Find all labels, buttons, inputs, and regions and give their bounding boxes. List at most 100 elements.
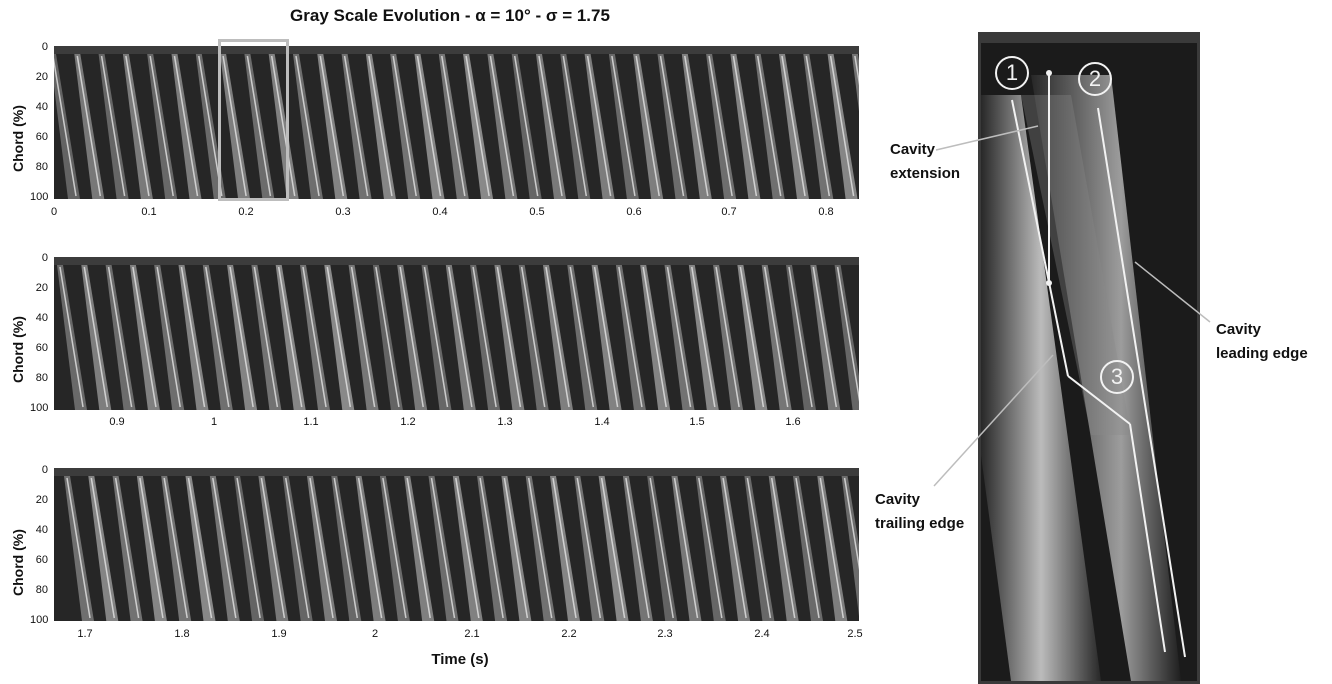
streak-edge	[708, 55, 733, 197]
streak-edge	[586, 55, 612, 197]
streak-edge	[212, 477, 237, 619]
zoom-inset	[978, 32, 1200, 684]
y-axis-label: Chord (%)	[10, 529, 26, 596]
streak-edge	[284, 477, 310, 619]
streak-edge	[781, 55, 806, 197]
streak-edge	[496, 266, 522, 408]
y-tick: 80	[35, 584, 48, 596]
y-tick: 60	[35, 342, 48, 354]
grayscale-strip-1	[54, 46, 859, 199]
y-axis-label: Chord (%)	[10, 105, 26, 172]
streak-edge	[246, 55, 272, 197]
x-tick: 0.1	[141, 206, 157, 218]
streak-edge	[805, 55, 831, 197]
callout-cavity-extension: Cavity extension	[890, 138, 960, 186]
x-tick: 0.6	[626, 206, 642, 218]
y-tick: 0	[41, 41, 48, 53]
marker-2: 2	[1078, 62, 1112, 96]
x-tick: 1.7	[77, 628, 93, 640]
streak-edge	[448, 266, 473, 408]
x-tick: 1.1	[303, 416, 319, 428]
grayscale-strip-2	[54, 257, 859, 410]
streak-edge	[836, 266, 859, 402]
streak-edge	[222, 55, 247, 197]
selection-box	[218, 39, 289, 201]
x-tick: 0.7	[721, 206, 737, 218]
x-tick: 2.1	[464, 628, 480, 640]
streak-edge	[455, 477, 480, 619]
streak-edge	[295, 55, 320, 197]
y-tick: 80	[35, 161, 48, 173]
streak-edge	[343, 55, 369, 197]
streak-edge	[819, 477, 845, 619]
streak-edge	[392, 55, 417, 197]
streak-edge	[156, 266, 181, 408]
y-tick: 60	[35, 131, 48, 143]
streak-edge	[107, 266, 133, 408]
y-tick: 60	[35, 554, 48, 566]
streak-edge	[527, 477, 553, 619]
x-tick: 0.2	[238, 206, 254, 218]
x-tick: 1.3	[497, 416, 513, 428]
streak-edge	[139, 477, 164, 619]
streak-edge	[333, 477, 359, 619]
streak-edge	[770, 477, 796, 619]
x-tick: 2.4	[754, 628, 770, 640]
streak-edge	[357, 477, 383, 619]
streak-edge	[618, 266, 643, 408]
x-tick: 1.8	[174, 628, 190, 640]
streak-edge	[513, 55, 539, 197]
streak-edge	[635, 55, 660, 197]
streak-edge	[253, 266, 279, 408]
streak-edge	[715, 266, 740, 408]
x-tick: 0.5	[529, 206, 545, 218]
y-tick: 80	[35, 372, 48, 384]
streak-edge	[90, 477, 116, 619]
streak-edge	[229, 266, 254, 408]
streak-edge	[756, 55, 782, 197]
x-tick: 0.8	[818, 206, 834, 218]
streak-edge	[698, 477, 723, 619]
streak-edge	[375, 266, 400, 408]
streak-edge	[576, 477, 602, 619]
marker-3: 3	[1100, 360, 1134, 394]
streak-edge	[382, 477, 407, 619]
callout-line: Cavity	[875, 491, 921, 508]
streak-edge	[659, 55, 685, 197]
streak-edge	[472, 266, 497, 408]
x-tick: 1.5	[689, 416, 705, 428]
streak-edge	[59, 266, 84, 408]
streak-edge	[812, 266, 838, 408]
y-axis-label: Chord (%)	[10, 316, 26, 383]
streak-edge	[399, 266, 424, 408]
y-tick: 20	[35, 282, 48, 294]
streak-edge	[600, 477, 626, 619]
streak-edge	[302, 266, 327, 408]
streak-edge	[684, 55, 709, 197]
streak-edge	[441, 55, 466, 197]
callout-line: Cavity	[1216, 321, 1262, 338]
x-tick: 0.9	[109, 416, 125, 428]
streak-edge	[593, 266, 619, 408]
y-tick: 0	[41, 252, 48, 264]
streak-edge	[503, 477, 529, 619]
streak-edge	[673, 477, 699, 619]
streak-edge	[854, 55, 859, 86]
streak-edge	[309, 477, 334, 619]
x-tick: 0.4	[432, 206, 448, 218]
streak-edge	[350, 266, 376, 408]
streak-edge	[125, 55, 150, 197]
x-tick: 0	[50, 206, 58, 218]
streak-edge	[552, 477, 577, 619]
streak-edge	[562, 55, 588, 197]
y-tick: 0	[41, 464, 48, 476]
streak-edge	[465, 55, 490, 197]
streak-edge	[205, 266, 230, 408]
x-tick: 2.5	[847, 628, 863, 640]
streak-edge	[843, 477, 859, 571]
streak	[834, 265, 859, 410]
streak-edge	[430, 477, 456, 619]
streak-edge	[100, 55, 126, 197]
streak-edge	[149, 55, 174, 197]
x-tick: 1.2	[400, 416, 416, 428]
